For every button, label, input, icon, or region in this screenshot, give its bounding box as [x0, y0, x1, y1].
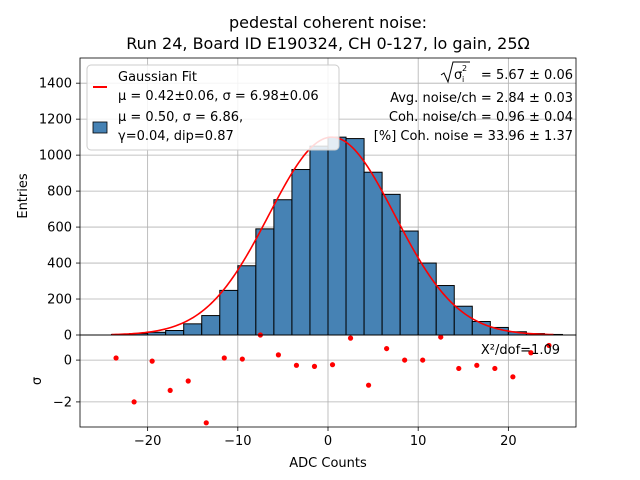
residual-point: [203, 420, 209, 426]
residual-point: [293, 362, 300, 368]
histogram-bar: [345, 138, 365, 336]
chart-subtitle: Run 24, Board ID E190324, CH 0-127, lo g…: [126, 34, 529, 53]
bottom-x-tick-label: −20: [134, 434, 161, 449]
sigma-superscript: 2: [462, 64, 467, 73]
histogram-bar: [417, 262, 437, 336]
top-y-ticks: 0 200 400 600 800 1000 1200 1400: [39, 77, 80, 344]
residual-point: [402, 357, 408, 363]
histogram-bars: [111, 136, 563, 336]
residual-point: [420, 357, 426, 363]
legend: Gaussian Fit μ = 0.42±0.06, σ = 6.98±0.0…: [86, 64, 340, 151]
residual-points: [113, 332, 552, 426]
bottom-plot-frame: [79, 334, 577, 428]
residual-point: [113, 355, 119, 361]
top-y-tick-label: 1200: [39, 113, 72, 128]
noise-annotations: σ 2 i = 5.67 ± 0.06 Avg. noise/ch = 2.84…: [374, 61, 573, 144]
histogram-bar: [309, 145, 329, 336]
residual-point: [131, 399, 137, 405]
residual-point: [510, 374, 516, 380]
histogram-bar: [327, 136, 347, 336]
top-y-tick-label: 1400: [39, 77, 72, 92]
histogram-bar: [183, 323, 203, 336]
residual-point: [275, 352, 281, 358]
residual-point: [474, 362, 480, 368]
legend-fit-label-1: Gaussian Fit: [118, 70, 197, 85]
residual-point: [185, 378, 191, 384]
histogram-bar: [201, 315, 221, 336]
histogram-bar: [435, 285, 455, 336]
residual-point: [456, 365, 462, 372]
pct-coh-noise-text: [%] Coh. noise = 33.96 ± 1.37: [374, 129, 573, 144]
residual-point: [149, 358, 155, 364]
avg-noise-text: Avg. noise/ch = 2.84 ± 0.03: [390, 91, 573, 106]
histogram-bar: [219, 289, 239, 336]
residual-point: [167, 387, 173, 394]
sigma-value: = 5.67 ± 0.06: [481, 68, 573, 83]
top-y-tick-label: 600: [47, 221, 72, 236]
legend-box: [86, 64, 340, 151]
residual-plot: −2 0 −20 −10 0 10 20 X²/dof=1.09 σ ADC Counts: [30, 332, 577, 471]
residual-point: [221, 355, 227, 361]
sqrt-sign: [440, 61, 470, 84]
bottom-y-ticks: −2 0: [53, 354, 80, 410]
residual-point: [329, 362, 336, 368]
bottom-y-tick-label: −2: [53, 395, 72, 410]
top-y-tick-label: 200: [47, 293, 72, 308]
bottom-x-tick-label: 10: [410, 434, 427, 449]
legend-hist-swatch: [92, 121, 108, 134]
coh-noise-text: Coh. noise/ch = 0.96 ± 0.04: [389, 110, 573, 125]
histogram-bar: [255, 228, 275, 336]
legend-hist-label-2: γ=0.04, dip=0.87: [118, 129, 234, 144]
histogram-bar: [291, 169, 311, 336]
top-y-tick-label: 800: [47, 185, 72, 200]
sigma-symbol: σ: [454, 68, 462, 83]
bottom-x-tick-label: 20: [500, 434, 517, 449]
chart-title: pedestal coherent noise:: [229, 13, 427, 32]
histogram-bar: [147, 331, 167, 336]
bottom-y-tick-label: 0: [64, 354, 72, 369]
residual-point: [365, 382, 372, 388]
histogram-bar: [363, 171, 383, 336]
histogram-bar: [453, 305, 473, 336]
residual-point: [546, 342, 552, 349]
residual-point: [311, 363, 318, 369]
histogram-bar: [399, 230, 419, 336]
sigma-subscript: i: [462, 75, 464, 84]
bottom-x-tick-label: −10: [224, 434, 251, 449]
bottom-x-ticks: −20 −10 0 10 20: [134, 427, 517, 449]
top-y-tick-label: 1000: [39, 149, 72, 164]
residual-point: [438, 334, 444, 340]
x-axis-label: ADC Counts: [289, 456, 367, 471]
residual-point: [384, 345, 390, 352]
histogram-bar: [381, 193, 401, 336]
residual-point: [239, 356, 245, 362]
residual-point: [347, 335, 354, 341]
residual-point: [492, 365, 498, 372]
histogram-bar: [237, 265, 257, 336]
chi2-annotation: X²/dof=1.09: [481, 343, 560, 358]
top-y-tick-label: 400: [47, 257, 72, 272]
bottom-grid: [80, 335, 576, 427]
legend-hist-label-1: μ = 0.50, σ = 6.86,: [118, 110, 243, 125]
histogram-bar: [165, 330, 185, 336]
top-y-axis-label: Entries: [16, 173, 31, 219]
bottom-y-axis-label: σ: [30, 377, 45, 385]
top-y-tick-label: 0: [64, 329, 72, 344]
residual-point: [528, 350, 534, 356]
histogram-bar: [273, 199, 293, 336]
bottom-x-tick-label: 0: [324, 434, 332, 449]
legend-fit-label-2: μ = 0.42±0.06, σ = 6.98±0.06: [118, 89, 319, 104]
histogram-plot: 0 200 400 600 800 1000 1200 1400 Gaussian Fit μ…: [16, 57, 577, 344]
